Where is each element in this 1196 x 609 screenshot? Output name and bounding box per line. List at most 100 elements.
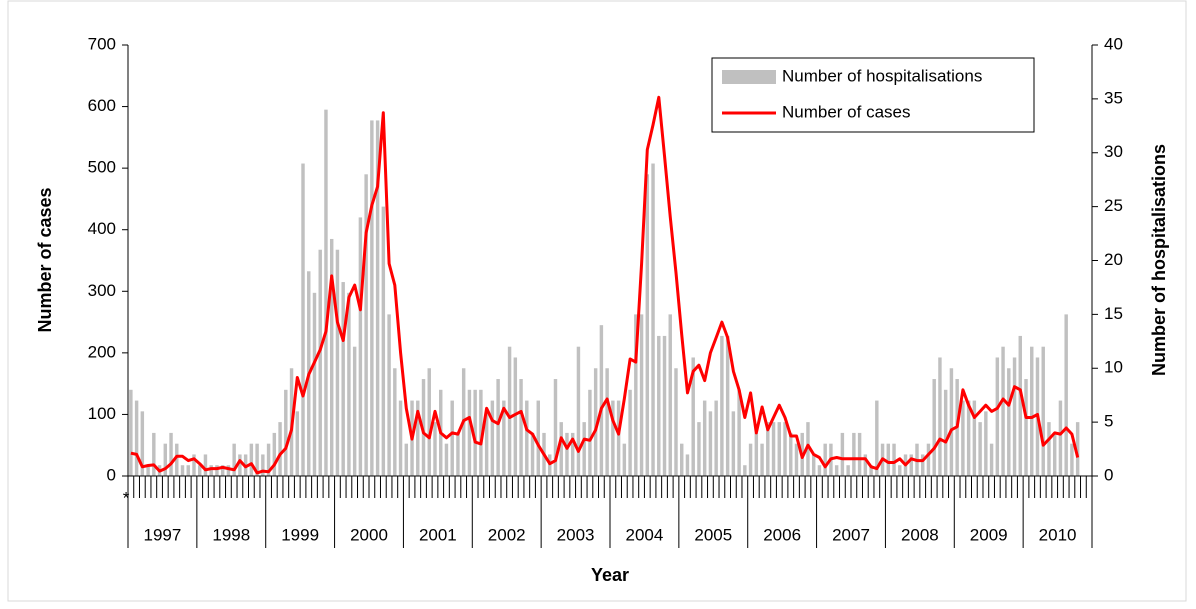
bar <box>582 422 586 476</box>
bar <box>496 379 500 476</box>
y2-tick-label: 5 <box>1104 412 1113 431</box>
bar <box>473 389 477 476</box>
bar <box>892 443 896 476</box>
bar <box>863 454 868 476</box>
bar <box>783 422 787 476</box>
bar <box>198 465 202 476</box>
bar <box>278 422 282 476</box>
bar <box>599 325 604 476</box>
bar <box>611 400 615 476</box>
bar <box>794 443 799 476</box>
y-tick-label: 500 <box>88 158 116 177</box>
bar <box>685 454 690 476</box>
bar <box>806 422 810 476</box>
bar <box>146 465 150 476</box>
bar <box>226 465 231 476</box>
year-label: 2006 <box>763 525 801 544</box>
bar <box>1058 400 1063 476</box>
bar <box>932 379 936 476</box>
y2-axis-title: Number of hospitalisations <box>1149 144 1169 376</box>
bar <box>152 432 156 476</box>
bar <box>559 422 563 476</box>
year-label: 2004 <box>626 525 664 544</box>
bar <box>553 379 558 476</box>
bar <box>634 314 638 476</box>
bar <box>261 454 265 476</box>
bar <box>215 465 219 476</box>
bar <box>507 346 512 476</box>
bar <box>450 400 454 476</box>
bar <box>284 389 288 476</box>
bar <box>949 368 954 476</box>
bar <box>1052 432 1057 476</box>
bar <box>169 432 173 476</box>
bar <box>1024 379 1028 476</box>
y2-tick-label: 35 <box>1104 88 1123 107</box>
y-tick-label: 700 <box>88 34 116 53</box>
bar <box>519 379 523 476</box>
bar <box>1075 422 1080 476</box>
bar <box>725 335 730 476</box>
bar <box>456 432 460 476</box>
bar <box>358 217 363 476</box>
bar <box>995 357 1000 476</box>
y-tick-label: 100 <box>88 404 116 423</box>
bar <box>467 389 472 476</box>
bar <box>134 400 139 476</box>
bar <box>1047 422 1051 476</box>
bar <box>846 465 850 476</box>
year-label: 1999 <box>281 525 319 544</box>
year-label: 2008 <box>901 525 939 544</box>
year-label: 2002 <box>488 525 526 544</box>
bar <box>398 400 403 476</box>
bar <box>272 432 277 476</box>
bar <box>266 443 271 476</box>
bar <box>329 238 334 476</box>
legend-label: Number of hospitalisations <box>782 66 982 85</box>
year-label: 2000 <box>350 525 388 544</box>
year-label: 1998 <box>212 525 250 544</box>
bar <box>163 443 168 476</box>
bar <box>657 335 661 476</box>
bar <box>238 454 242 476</box>
bar <box>387 314 391 476</box>
bar <box>180 465 185 476</box>
y2-tick-label: 25 <box>1104 196 1123 215</box>
bar <box>978 422 982 476</box>
bar <box>737 389 741 476</box>
bar <box>295 411 299 476</box>
bar <box>565 432 569 476</box>
bar <box>771 422 776 476</box>
bar <box>1001 346 1005 476</box>
bar <box>347 292 351 476</box>
bar <box>760 443 764 476</box>
bar <box>766 422 770 476</box>
year-label: 2003 <box>557 525 595 544</box>
bar <box>743 465 747 476</box>
bar <box>731 411 736 476</box>
bar <box>255 443 259 476</box>
bar <box>852 432 856 476</box>
y-tick-label: 300 <box>88 281 116 300</box>
bar <box>203 454 208 476</box>
bar <box>479 389 483 476</box>
bar <box>875 400 879 476</box>
bar <box>341 282 345 476</box>
bar <box>886 443 891 476</box>
bar <box>754 432 759 476</box>
bar <box>628 389 632 476</box>
bar <box>645 174 650 477</box>
bar <box>393 368 397 476</box>
bar <box>513 357 518 476</box>
bar <box>708 411 713 476</box>
year-label: 2009 <box>970 525 1008 544</box>
bar <box>605 368 609 476</box>
bar <box>943 389 948 476</box>
bar <box>444 443 449 476</box>
bar <box>909 454 913 476</box>
bar <box>209 465 213 476</box>
bar <box>926 443 931 476</box>
y2-tick-label: 10 <box>1104 358 1123 377</box>
bar <box>318 249 322 476</box>
